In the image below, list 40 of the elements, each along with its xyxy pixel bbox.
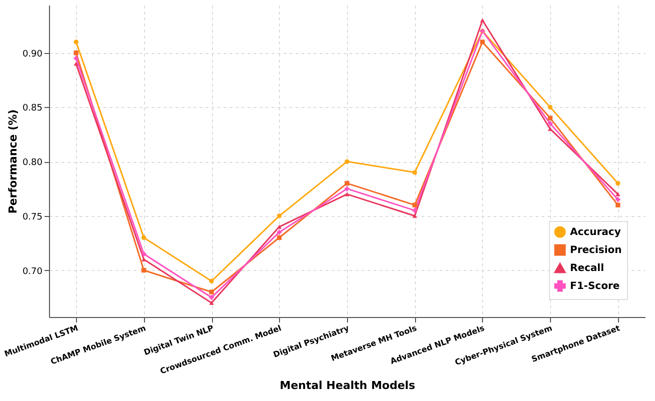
y-tick-label: 0.75 <box>22 212 42 222</box>
point <box>276 235 282 240</box>
y-tick-label: 0.90 <box>22 49 43 60</box>
point <box>209 278 214 284</box>
point <box>412 208 418 213</box>
point <box>141 235 146 240</box>
point <box>141 257 146 262</box>
point <box>141 268 146 273</box>
y-tick-label: 0.80 <box>22 158 43 168</box>
point <box>616 202 620 208</box>
legend-label: F1-Score <box>570 281 620 292</box>
point <box>74 56 78 61</box>
point <box>74 50 78 56</box>
y-tick-label: 0.85 <box>22 104 42 114</box>
legend-label: Recall <box>570 263 604 274</box>
point <box>412 170 418 175</box>
point <box>276 224 282 229</box>
point <box>480 40 485 44</box>
point <box>209 300 214 305</box>
point <box>141 252 146 256</box>
legend-label: Accuracy <box>570 227 622 238</box>
y-axis-title: Performance (%) <box>6 109 20 214</box>
legend-label: Precision <box>570 245 622 256</box>
y-tick-label: 0.70 <box>22 266 43 277</box>
point <box>209 290 214 294</box>
point <box>412 202 418 208</box>
point <box>412 214 418 218</box>
point <box>548 104 553 110</box>
point <box>480 18 485 22</box>
point <box>344 186 350 192</box>
point <box>548 121 553 126</box>
point <box>616 197 620 202</box>
point <box>616 180 620 186</box>
point <box>548 116 553 120</box>
point <box>74 40 78 44</box>
point <box>344 180 350 186</box>
point <box>344 159 350 164</box>
point <box>209 295 214 300</box>
x-axis-title: Mental Health Models <box>280 378 416 392</box>
point <box>276 214 282 218</box>
